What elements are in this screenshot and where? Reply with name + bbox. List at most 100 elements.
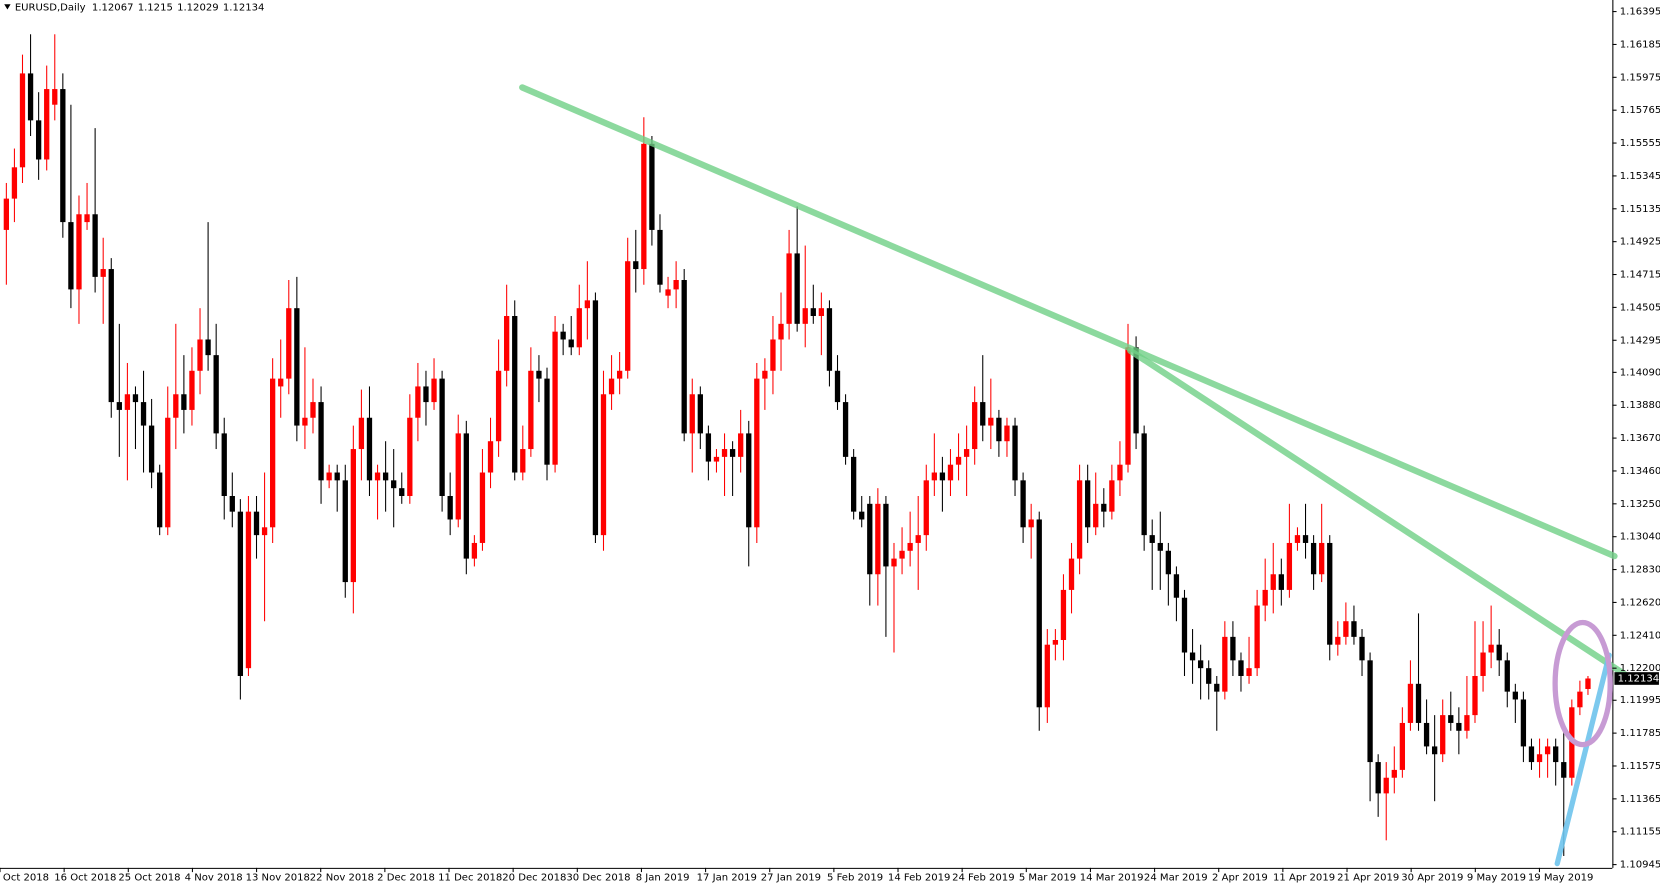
candle-body <box>221 433 227 496</box>
candles <box>3 34 1591 856</box>
candle-body <box>754 378 760 528</box>
x-tick-label: 9 May 2019 <box>1467 872 1526 883</box>
y-tick-label: 1.15555 <box>1620 138 1660 149</box>
candle-body <box>366 417 373 481</box>
open-value: 1.12067 <box>92 2 134 13</box>
candle-body <box>633 261 639 270</box>
x-tick-label: 20 Dec 2018 <box>502 872 566 883</box>
candle-body <box>132 394 139 403</box>
candle-body <box>286 308 292 379</box>
candle-body <box>455 433 461 520</box>
candle-body <box>342 480 348 583</box>
y-tick-label: 1.15975 <box>1620 72 1660 83</box>
candle-body <box>520 449 526 473</box>
candle-body <box>1278 574 1284 590</box>
candle-body <box>423 386 429 403</box>
candle-body <box>334 472 340 481</box>
candle-body <box>1302 535 1309 543</box>
candle-body <box>391 480 397 489</box>
candle-body <box>1141 433 1147 536</box>
candle-body <box>1157 542 1163 551</box>
candle-body <box>1028 519 1034 528</box>
candle-body <box>1165 550 1172 575</box>
trend-line <box>1127 347 1636 683</box>
x-tick-label: 13 Nov 2018 <box>246 872 310 883</box>
candle-body <box>1415 683 1422 723</box>
candle-body <box>1012 425 1018 481</box>
candle-body <box>205 339 211 356</box>
candle-body <box>1351 621 1357 637</box>
current-price-box <box>1614 672 1659 685</box>
candle-body <box>1222 636 1228 692</box>
candle-body <box>536 370 542 379</box>
candle-body <box>608 378 615 395</box>
candle-body <box>318 402 324 481</box>
candle-body <box>415 386 421 418</box>
candle-body <box>915 535 921 543</box>
trend-line <box>1554 652 1612 867</box>
low-value: 1.12029 <box>177 2 219 13</box>
candle-body <box>358 417 365 450</box>
candle-body <box>988 417 994 426</box>
candle-body <box>1093 503 1099 528</box>
candle-body <box>1488 644 1494 653</box>
candle-body <box>229 495 235 512</box>
candle-body <box>600 394 607 536</box>
candle-body <box>374 472 381 481</box>
candle-body <box>1431 746 1438 755</box>
candle-body <box>705 433 712 462</box>
y-tick-label: 1.11155 <box>1620 827 1660 838</box>
candle-body <box>955 456 962 465</box>
menu-arrow[interactable] <box>4 4 11 10</box>
x-tick-label: 27 Jan 2019 <box>761 872 821 883</box>
y-tick-label: 1.14090 <box>1620 367 1660 378</box>
candle-body <box>310 402 316 418</box>
candle-body <box>673 280 679 290</box>
candle-body <box>641 143 647 270</box>
candle-body <box>27 73 34 121</box>
candle-body <box>592 300 599 536</box>
candle-body <box>1480 652 1486 676</box>
candle-body <box>931 472 937 481</box>
candle-body <box>1246 668 1252 676</box>
candle-body <box>802 308 808 324</box>
candle-body <box>818 308 825 317</box>
candle-body <box>867 503 873 575</box>
candle-body <box>245 511 252 669</box>
candle-body <box>181 394 187 410</box>
candle-body <box>713 456 720 462</box>
candle-body <box>1327 542 1333 645</box>
candle-body <box>923 480 929 536</box>
candle-body <box>1044 644 1050 708</box>
candle-body <box>495 370 502 442</box>
x-tick-label: 30 Dec 2018 <box>566 872 630 883</box>
candle-body <box>11 167 18 199</box>
candle-body <box>576 308 582 348</box>
candle-body <box>399 488 405 496</box>
candle-body <box>1536 754 1543 763</box>
candle-body <box>552 331 558 465</box>
candle-body <box>1343 621 1349 637</box>
candle-body <box>1076 480 1083 559</box>
high-value: 1.1215 <box>138 2 173 13</box>
candle-body <box>84 214 90 223</box>
annotations <box>519 84 1636 867</box>
candle-body <box>616 370 623 379</box>
candle-body <box>1270 574 1276 590</box>
candle-body <box>1068 558 1075 590</box>
candle-body <box>1319 542 1325 575</box>
candle-body <box>407 417 413 496</box>
candle-body <box>1020 480 1026 528</box>
candle-body <box>173 394 179 418</box>
candle-body <box>1359 636 1365 661</box>
candle-body <box>1520 699 1527 747</box>
candle-body <box>721 449 728 457</box>
y-tick-label: 1.14715 <box>1620 270 1660 281</box>
candle-body <box>1407 683 1414 723</box>
chart-header: EURUSD,Daily 1.12067 1.1215 1.12029 1.12134 <box>15 2 265 13</box>
candle-body <box>625 261 631 371</box>
candle-body <box>1109 480 1115 512</box>
candle-body <box>213 355 219 434</box>
current-price-label: 1.12134 <box>1618 674 1660 685</box>
candle-body <box>1544 746 1551 755</box>
